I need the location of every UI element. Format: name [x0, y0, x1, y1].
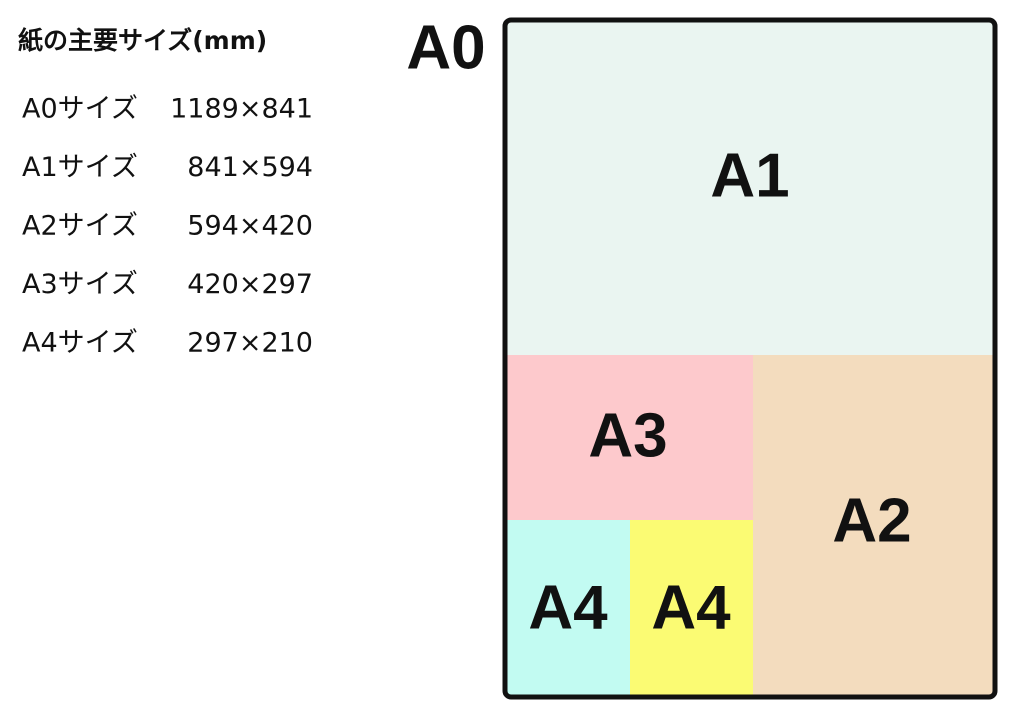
size-dimensions: 420×297: [187, 269, 313, 300]
size-name: A1サイズ: [22, 152, 138, 183]
region-a3: [505, 355, 753, 520]
region-a4: [505, 520, 630, 697]
region-label: A4: [528, 573, 608, 642]
size-list: A0サイズ 1189×841 A1サイズ 841×594 A2サイズ 594×420 A3サ…: [22, 94, 313, 359]
paper-diagram: A0 A1 A3 A2 A4 A4: [406, 13, 998, 700]
size-name: A4サイズ: [22, 328, 138, 359]
region-a1: [505, 20, 995, 355]
region-a2: [753, 355, 995, 697]
size-name: A0サイズ: [22, 94, 138, 125]
region-label: A4: [651, 573, 731, 642]
size-dimensions: 841×594: [187, 152, 313, 183]
size-name: A3サイズ: [22, 269, 138, 300]
size-dimensions: 594×420: [187, 211, 313, 242]
title: 紙の主要サイズ(mm): [18, 26, 267, 55]
region-label: A3: [588, 401, 667, 470]
region-label: A2: [832, 486, 911, 555]
size-name: A2サイズ: [22, 211, 138, 242]
outer-label: A0: [406, 13, 485, 82]
region-label: A1: [710, 141, 789, 210]
size-dimensions: 297×210: [187, 328, 313, 359]
outer-border: [502, 17, 998, 700]
region-a4: [630, 520, 753, 697]
size-dimensions: 1189×841: [170, 94, 313, 125]
